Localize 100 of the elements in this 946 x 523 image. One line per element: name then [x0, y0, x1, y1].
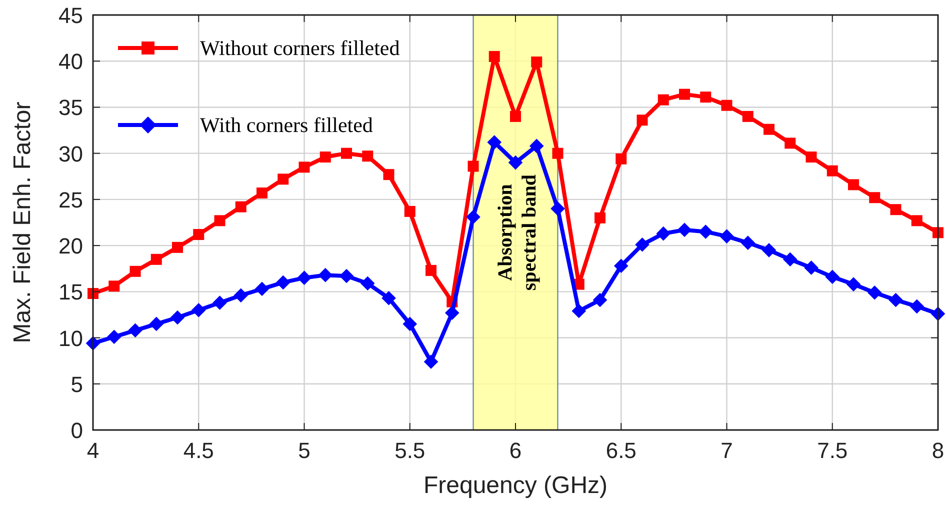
y-tick-label: 35	[58, 95, 83, 120]
y-tick-label: 45	[58, 3, 83, 28]
point	[698, 224, 713, 239]
legend-label: Without corners filleted	[200, 36, 400, 60]
point	[552, 148, 564, 159]
point	[108, 280, 120, 292]
point	[825, 270, 840, 284]
y-tick-label: 30	[58, 141, 83, 166]
point	[297, 270, 312, 285]
point	[487, 135, 502, 150]
x-tick-label: 5	[298, 438, 310, 463]
y-tick-label: 15	[58, 280, 83, 305]
band-label: Absorption spectral band	[494, 174, 540, 291]
point	[510, 110, 521, 122]
point	[784, 138, 796, 149]
point	[212, 296, 227, 310]
point	[636, 114, 648, 126]
point	[426, 264, 436, 276]
point	[130, 266, 141, 277]
point	[172, 242, 183, 253]
point	[466, 210, 480, 224]
point	[658, 94, 669, 106]
point	[362, 150, 374, 162]
point	[341, 148, 352, 159]
point	[848, 179, 859, 190]
legend-label: With corners filleted	[200, 113, 374, 137]
point	[806, 152, 817, 163]
point	[550, 202, 565, 216]
point	[254, 282, 270, 296]
point	[890, 204, 902, 216]
point	[339, 268, 354, 284]
point	[508, 155, 523, 170]
x-tick-label: 6	[509, 438, 522, 463]
point	[656, 226, 671, 241]
point	[193, 228, 204, 240]
point	[826, 165, 838, 176]
point	[614, 258, 628, 273]
x-tick-label: 7.5	[817, 438, 848, 463]
point	[444, 306, 460, 320]
point	[721, 100, 732, 111]
x-tick-label: 6.5	[606, 438, 636, 463]
y-tick-label: 25	[58, 187, 83, 212]
point	[677, 222, 692, 238]
point	[867, 285, 882, 300]
point	[382, 290, 396, 306]
y-tick-label: 10	[58, 326, 83, 351]
y-axis-title: Max. Field Enh. Factor	[9, 102, 36, 344]
point	[910, 299, 924, 314]
x-axis-title: Frequency (GHz)	[423, 472, 608, 499]
point	[762, 243, 776, 258]
point	[150, 254, 162, 265]
point	[720, 229, 734, 244]
point	[911, 215, 922, 226]
point	[234, 288, 248, 303]
point	[635, 237, 650, 252]
point	[298, 162, 310, 173]
point	[764, 124, 774, 135]
point	[235, 201, 246, 212]
point	[700, 92, 712, 103]
point	[404, 206, 416, 217]
point	[531, 56, 542, 68]
point	[128, 323, 142, 338]
point	[106, 330, 122, 344]
point	[740, 236, 756, 250]
point	[594, 212, 606, 224]
x-tick-label: 8	[932, 438, 944, 463]
point	[572, 304, 586, 318]
point	[616, 153, 627, 164]
x-tick-label: 7	[720, 438, 733, 463]
point	[191, 302, 206, 318]
point	[529, 138, 544, 154]
point	[888, 292, 903, 308]
point	[170, 310, 185, 325]
point	[214, 215, 226, 226]
x-tick-label: 5.5	[394, 438, 426, 463]
point	[402, 316, 418, 332]
point	[149, 316, 164, 332]
y-tick-label: 0	[70, 418, 83, 443]
point	[320, 152, 331, 163]
point	[424, 354, 438, 369]
point	[846, 277, 861, 292]
point	[276, 275, 290, 290]
x-tick-label: 4.5	[183, 438, 214, 463]
point	[256, 187, 268, 198]
point	[468, 160, 479, 172]
point	[318, 268, 333, 282]
point	[742, 110, 754, 122]
point	[278, 174, 289, 185]
point	[383, 169, 394, 180]
point	[782, 252, 798, 267]
point	[804, 260, 818, 275]
point	[488, 51, 500, 62]
y-tick-label: 5	[70, 372, 83, 397]
point	[360, 276, 375, 291]
point	[592, 292, 608, 308]
point	[679, 88, 690, 100]
x-tick-label: 4	[86, 438, 100, 463]
y-tick-label: 40	[58, 49, 83, 74]
point	[869, 192, 880, 204]
y-tick-label: 20	[58, 234, 83, 259]
